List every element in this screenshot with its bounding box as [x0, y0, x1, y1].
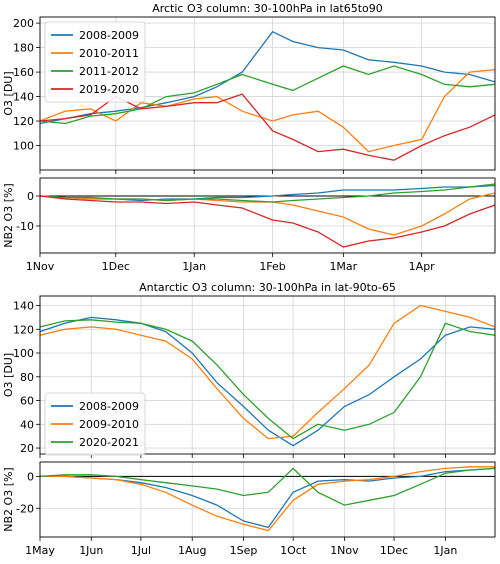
series-line-2009-2010 — [40, 304, 495, 440]
y-axis-label: NB2 O3 [%] — [2, 183, 15, 247]
legend: 2008-2009 2010-2011 2011-2012 2019-2020 — [44, 21, 146, 103]
series-line-2008-2009 — [40, 467, 495, 529]
series-line-2009-2010 — [40, 466, 495, 532]
series-line-2020-2021 — [40, 467, 495, 506]
y-tick-label: -10 — [16, 220, 34, 233]
series-line-2011-2012 — [40, 183, 495, 203]
legend-label: 2008-2009 — [79, 29, 139, 42]
legend-box — [44, 21, 146, 103]
antarctic-nb2-panel: -20 0 1May 1Jun 1Jul 1Aug 1Sep 1Oct 1Nov 1Dec 1Jan… — [2, 461, 496, 557]
y-axis-label: O3 [DU] — [2, 353, 15, 397]
x-tick-label: 1Aug — [178, 544, 206, 557]
y-tick-label: 200 — [13, 17, 34, 30]
x-tick-label: 1Dec — [102, 260, 130, 273]
y-tick-label: 140 — [13, 300, 34, 313]
y-tick-label: 0 — [27, 470, 34, 483]
series-line-2010-2011 — [40, 68, 495, 153]
chart-title: Antarctic O3 column: 30-100hPa in lat-90… — [139, 281, 396, 294]
series-line-2008-2009 — [40, 316, 495, 447]
arctic-o3-panel: 100 120 140 160 180 200 O3 [DU] Arctic O3 colum… — [2, 2, 496, 174]
x-tick-label: 1Oct — [280, 544, 307, 557]
y-tick-label: 0 — [27, 190, 34, 203]
x-tick-label: 1Apr — [409, 260, 436, 273]
x-tick-label: 1Jun — [79, 544, 103, 557]
series-line-2008-2009 — [40, 30, 495, 125]
y-axis-label: NB2 O3 [%] — [2, 467, 15, 531]
axes-frame — [39, 177, 496, 254]
x-tick-label: 1May — [25, 544, 55, 557]
antarctic-o3-panel: 20 40 60 80 100 120 140 O3 [DU] Antarctic O3 col… — [2, 281, 496, 458]
series-group — [40, 183, 495, 248]
axes-frame — [39, 461, 496, 538]
y-tick-label: 140 — [13, 91, 34, 104]
series-line-2019-2020 — [40, 195, 495, 248]
legend-label: 2019-2020 — [79, 83, 139, 96]
series-line-2020-2021 — [40, 319, 495, 440]
legend-label: 2011-2012 — [79, 65, 139, 78]
axes-frame — [39, 295, 496, 455]
y-tick-label: 80 — [20, 371, 34, 384]
x-tick-label: 1Nov — [330, 544, 359, 557]
y-tick-label: 180 — [13, 42, 34, 55]
arctic-nb2-panel: -10 0 1Nov 1Dec 1Jan 1Feb 1Mar 1Apr NB2 O3 [%] — [2, 177, 496, 273]
x-tick-label: 1Jan — [433, 544, 457, 557]
x-tick-label: 1Sep — [230, 544, 258, 557]
series-line-2019-2020 — [40, 93, 495, 161]
series-line-2010-2011 — [40, 192, 495, 236]
x-tick-label: 1Nov — [26, 260, 55, 273]
y-tick-label: 20 — [20, 442, 34, 455]
legend-label: 2008-2009 — [79, 400, 139, 413]
axes-frame — [39, 16, 496, 171]
chart-title: Arctic O3 column: 30-100hPa in lat65to90 — [152, 2, 383, 15]
x-tick-label: 1Jul — [131, 544, 151, 557]
x-tick-label: 1Jan — [182, 260, 206, 273]
legend: 2008-2009 2009-2010 2020-2021 — [44, 392, 146, 456]
legend-label: 2020-2021 — [79, 436, 139, 449]
y-tick-label: 100 — [13, 347, 34, 360]
legend-label: 2010-2011 — [79, 47, 139, 60]
legend-label: 2009-2010 — [79, 418, 139, 431]
y-tick-label: 120 — [13, 323, 34, 336]
y-axis-label: O3 [DU] — [2, 71, 15, 115]
x-tick-label: 1Mar — [329, 260, 357, 273]
series-group — [40, 466, 495, 532]
y-tick-label: 60 — [20, 395, 34, 408]
legend-box — [44, 392, 146, 456]
y-tick-label: -20 — [16, 502, 34, 515]
series-group — [40, 30, 495, 161]
y-tick-label: 40 — [20, 418, 34, 431]
y-tick-label: 100 — [13, 140, 34, 153]
series-line-2011-2012 — [40, 65, 495, 125]
y-tick-label: 120 — [13, 115, 34, 128]
series-group — [40, 304, 495, 447]
x-tick-label: 1Dec — [380, 544, 408, 557]
x-tick-label: 1Feb — [259, 260, 285, 273]
y-tick-label: 160 — [13, 66, 34, 79]
